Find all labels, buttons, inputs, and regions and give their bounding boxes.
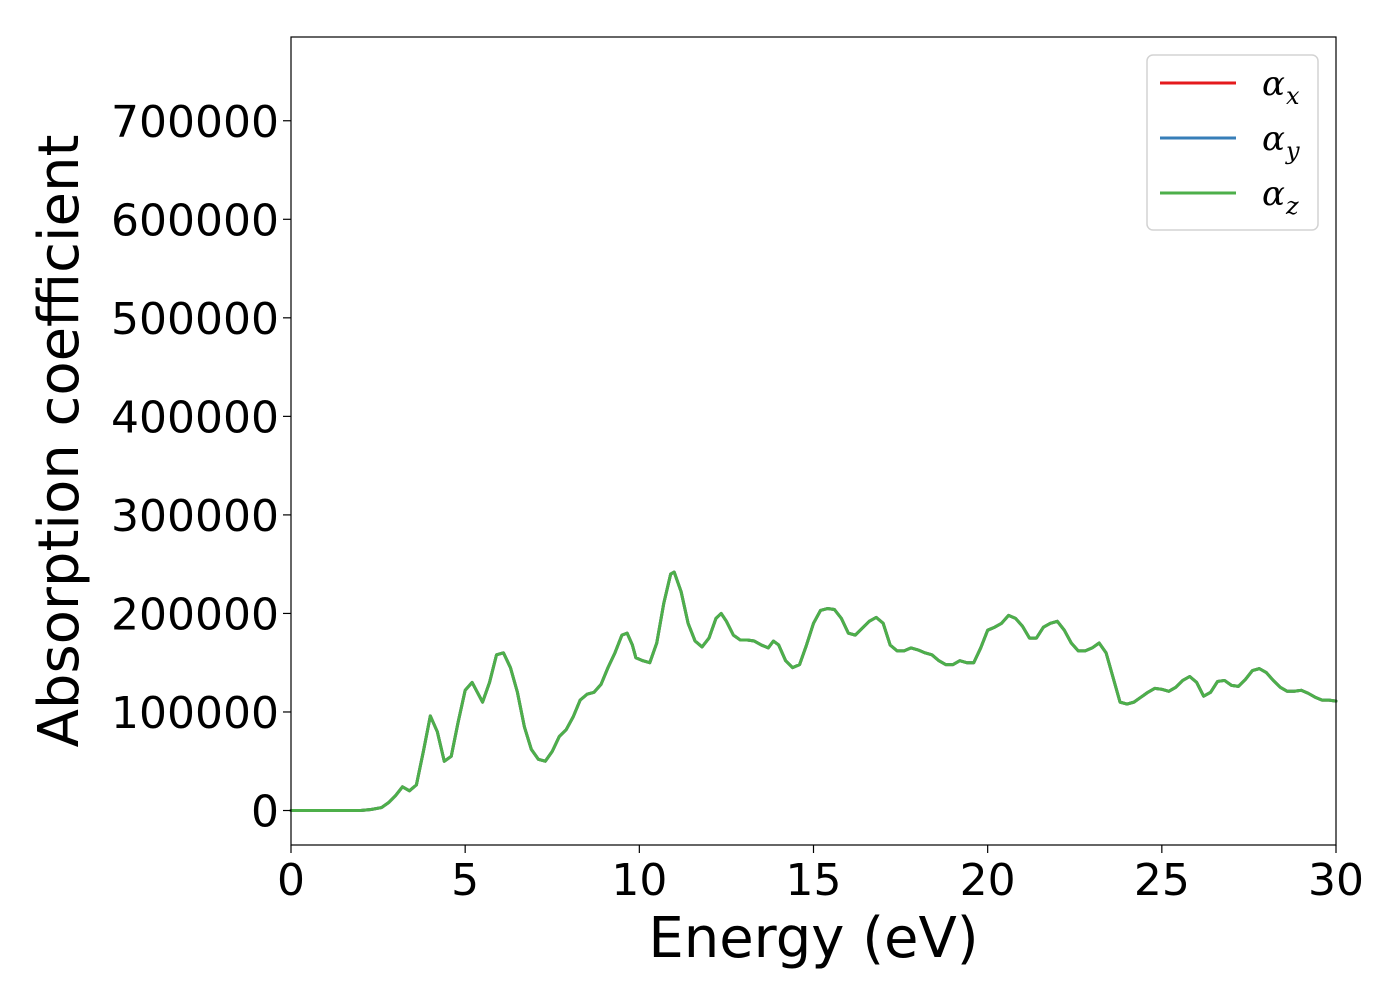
legend-entry-y: αy [1160,119,1300,165]
y-tick-label: 700000 [111,97,279,148]
series-line-z [289,570,1338,813]
x-tick-label: 20 [960,855,1016,906]
series-line-x [289,570,1338,813]
x-tick-label: 0 [277,855,305,906]
x-tick-label: 30 [1308,855,1364,906]
x-axis-title: Energy (eV) [648,906,978,971]
x-tick-label: 25 [1134,855,1190,906]
legend-label: αx [1262,64,1300,110]
legend-label: αy [1262,119,1300,165]
x-tick-label: 5 [451,855,479,906]
x-tick-label: 10 [611,855,667,906]
y-tick-label: 300000 [111,491,279,542]
y-tick-label: 100000 [111,688,279,739]
y-tick-label: 0 [251,787,279,838]
y-axis-title: Absorption coefficient [27,135,92,748]
legend: αx αy αz [1146,54,1319,231]
series-line-y [289,570,1338,813]
y-tick-label: 500000 [111,294,279,345]
y-tick-label: 200000 [111,589,279,640]
y-axis: 0 100000 200000 300000 400000 500000 600000 700… [111,97,291,838]
legend-box [1146,54,1319,231]
x-tick-label: 15 [786,855,842,906]
series-layer [289,570,1338,813]
y-tick-label: 600000 [111,195,279,246]
y-tick-label: 400000 [111,392,279,443]
legend-label: αz [1262,174,1299,220]
legend-entry-z: αz [1160,174,1299,220]
x-axis: 0 5 10 15 20 25 30 [277,845,1364,906]
legend-entry-x: αx [1160,64,1300,110]
